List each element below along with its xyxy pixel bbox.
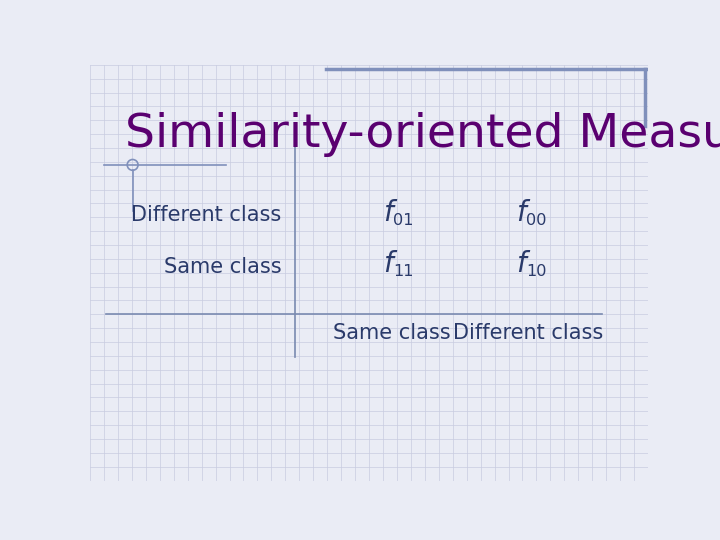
Text: Similarity-oriented Measures ...: Similarity-oriented Measures ...: [125, 112, 720, 157]
Text: $\mathit{f}$: $\mathit{f}$: [383, 199, 398, 227]
Text: Same class: Same class: [164, 256, 282, 276]
Text: Different class: Different class: [453, 323, 603, 343]
Text: 00: 00: [526, 213, 546, 228]
Text: 11: 11: [393, 265, 413, 279]
Text: 01: 01: [393, 213, 413, 228]
Text: $\mathit{f}$: $\mathit{f}$: [383, 250, 398, 278]
Text: $\mathit{f}$: $\mathit{f}$: [516, 199, 531, 227]
Text: Same class: Same class: [333, 323, 451, 343]
Text: Different class: Different class: [131, 205, 282, 225]
Text: 10: 10: [526, 265, 546, 279]
Text: $\mathit{f}$: $\mathit{f}$: [516, 250, 531, 278]
